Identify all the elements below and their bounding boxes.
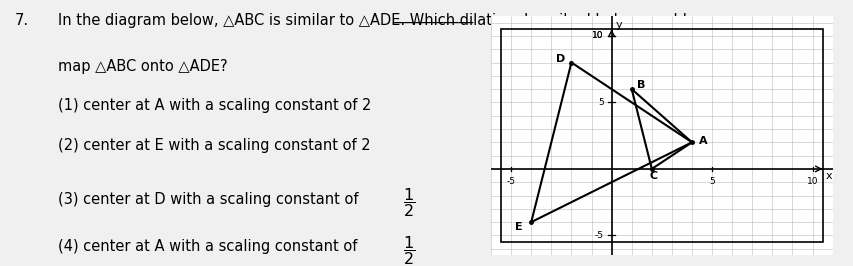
Text: y: y bbox=[615, 20, 621, 30]
Text: x: x bbox=[824, 171, 831, 181]
Text: map △ABC onto △ADE?: map △ABC onto △ADE? bbox=[58, 59, 227, 73]
Text: 10: 10 bbox=[806, 177, 817, 186]
Text: 5: 5 bbox=[708, 177, 714, 186]
Text: (1) center at A with a scaling constant of 2: (1) center at A with a scaling constant … bbox=[58, 98, 371, 113]
Text: 7.: 7. bbox=[15, 13, 28, 28]
Text: (2) center at E with a scaling constant of 2: (2) center at E with a scaling constant … bbox=[58, 138, 370, 153]
Text: $\dfrac{1}{2}$: $\dfrac{1}{2}$ bbox=[403, 234, 415, 266]
Text: 10: 10 bbox=[591, 31, 603, 40]
Text: -5: -5 bbox=[506, 177, 515, 186]
Text: 10: 10 bbox=[591, 31, 603, 40]
Text: -5: -5 bbox=[594, 231, 603, 240]
Text: 5: 5 bbox=[597, 98, 603, 107]
Text: E: E bbox=[514, 222, 522, 232]
Text: $\dfrac{1}{2}$: $\dfrac{1}{2}$ bbox=[403, 186, 415, 219]
Bar bbox=[501, 29, 821, 242]
Text: C: C bbox=[649, 171, 657, 181]
Text: (3) center at D with a scaling constant of: (3) center at D with a scaling constant … bbox=[58, 192, 363, 206]
Text: ___________: ___________ bbox=[392, 8, 473, 23]
Text: In the diagram below, △ABC is similar to △ADE. Which dilation described below wo: In the diagram below, △ABC is similar to… bbox=[58, 13, 686, 28]
Text: (4) center at A with a scaling constant of: (4) center at A with a scaling constant … bbox=[58, 239, 362, 254]
Text: A: A bbox=[698, 136, 706, 146]
Text: B: B bbox=[635, 80, 644, 90]
Text: D: D bbox=[555, 54, 565, 64]
